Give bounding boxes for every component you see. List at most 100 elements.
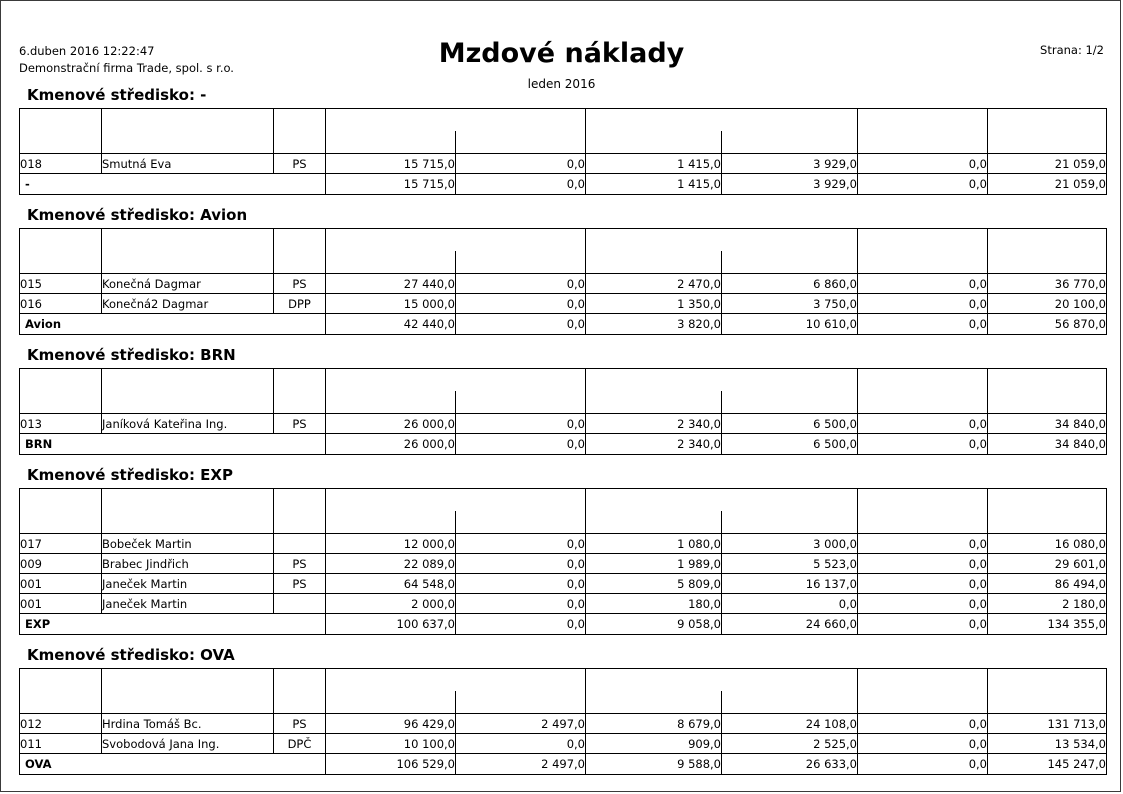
cell-total-social-insurance: 3 929,0 [721,173,858,195]
report-header: 6.duben 2016 12:22:47 Demonstrační firma… [19,19,1104,91]
col-header-ppv [273,368,326,414]
cell-gross-wage: 15 000,0 [325,293,456,314]
table-body: 013 Janíková Kateřina Ing. PS 26 000,0 0,0 2 … [19,413,1107,455]
cell-personal-number: 012 [19,713,102,734]
cell-dpn: 0,0 [455,293,586,314]
cell-total-health-insurance: 3 820,0 [585,313,722,335]
col-header-dpn [455,131,586,154]
cell-other: 0,0 [857,293,988,314]
cell-health-insurance: 1 415,0 [585,153,722,174]
cell-personal-number: 018 [19,153,102,174]
cell-gross-wage: 22 089,0 [325,553,456,574]
cell-personal-number: 001 [19,593,102,614]
cell-ppv: PS [273,573,326,594]
col-header-dpn [455,251,586,274]
cell-total-other: 0,0 [857,313,988,335]
cell-total: 29 601,0 [987,553,1107,574]
cell-name: Janíková Kateřina Ing. [101,413,274,434]
col-header-ppv [273,108,326,154]
cell-ppv [273,593,326,614]
col-header-personal-number [19,488,102,534]
cell-ppv [273,533,326,554]
col-group-header-organization [585,668,858,691]
cell-total-label: OVA [19,753,326,775]
col-header-gross-wage [325,251,456,274]
cell-name: Hrdina Tomáš Bc. [101,713,274,734]
cell-name: Bobeček Martin [101,533,274,554]
col-header-health-insurance [585,251,722,274]
cell-social-insurance: 3 000,0 [721,533,858,554]
cell-ppv: PS [273,413,326,434]
cell-total-health-insurance: 2 340,0 [585,433,722,455]
col-group-header-organization [585,368,858,391]
col-header-personal-number [19,368,102,414]
col-header-gross-wage [325,511,456,534]
cell-ppv: PS [273,553,326,574]
col-group-header-employee [325,368,586,391]
cell-name: Konečná2 Dagmar [101,293,274,314]
cell-total-other: 0,0 [857,433,988,455]
cost-center-title: Kmenové středisko: BRN [27,346,236,364]
col-header-social-insurance [721,131,858,154]
cell-total-other: 0,0 [857,613,988,635]
col-header-other [857,108,988,154]
table-row: 016 Konečná2 Dagmar DPP 15 000,0 0,0 1 350,0 3… [19,293,1107,314]
cell-total-label: EXP [19,613,326,635]
cell-dpn: 0,0 [455,573,586,594]
cell-total: 131 713,0 [987,713,1107,734]
cell-total: 21 059,0 [987,153,1107,174]
company-name: Demonstrační firma Trade, spol. s r.o. [19,61,234,75]
cell-total-costs: 34 840,0 [987,433,1107,455]
cell-ppv: PS [273,273,326,294]
col-header-gross-wage [325,691,456,714]
cell-social-insurance: 16 137,0 [721,573,858,594]
cost-center-title: Kmenové středisko: - [27,86,207,104]
table-total-row: OVA 106 529,0 2 497,0 9 588,0 26 633,0 0,0 145… [19,753,1107,775]
cell-total-label: - [19,173,326,195]
cell-gross-wage: 15 715,0 [325,153,456,174]
col-header-social-insurance [721,511,858,534]
col-header-personal-number [19,228,102,274]
col-header-health-insurance [585,691,722,714]
cell-dpn: 0,0 [455,733,586,754]
cell-social-insurance: 0,0 [721,593,858,614]
col-header-social-insurance [721,691,858,714]
col-header-total-costs [987,108,1107,154]
cell-ppv: PS [273,153,326,174]
col-header-total-costs [987,668,1107,714]
table-total-row: BRN 26 000,0 0,0 2 340,0 6 500,0 0,0 34 840,0 [19,433,1107,455]
cell-gross-wage: 10 100,0 [325,733,456,754]
cell-gross-wage: 27 440,0 [325,273,456,294]
cost-center-table: 017 Bobeček Martin 12 000,0 0,0 1 080,0 3 000… [19,488,1107,635]
table-row: 017 Bobeček Martin 12 000,0 0,0 1 080,0 3 000… [19,533,1107,554]
cell-gross-wage: 26 000,0 [325,413,456,434]
col-header-dpn [455,391,586,414]
cell-total-other: 0,0 [857,173,988,195]
cell-other: 0,0 [857,273,988,294]
cell-total: 2 180,0 [987,593,1107,614]
cost-center-title: Kmenové středisko: EXP [27,466,233,484]
cell-gross-wage: 96 429,0 [325,713,456,734]
col-header-ppv [273,488,326,534]
col-header-dpn [455,691,586,714]
table-total-row: Avion 42 440,0 0,0 3 820,0 10 610,0 0,0 56 870… [19,313,1107,335]
header-center-block: Mzdové náklady leden 2016 [19,37,1104,94]
col-group-header-employee [325,488,586,511]
cost-center-section--: Kmenové středisko: - [19,85,1107,195]
cell-health-insurance: 8 679,0 [585,713,722,734]
cell-health-insurance: 2 340,0 [585,413,722,434]
cost-center-table: 015 Konečná Dagmar PS 27 440,0 0,0 2 470,0 6 8… [19,228,1107,335]
cell-health-insurance: 1 080,0 [585,533,722,554]
cell-personal-number: 009 [19,553,102,574]
cell-dpn: 0,0 [455,533,586,554]
cost-center-table: 013 Janíková Kateřina Ing. PS 26 000,0 0,0 2 … [19,368,1107,455]
cell-gross-wage: 12 000,0 [325,533,456,554]
cell-personal-number: 001 [19,573,102,594]
cell-social-insurance: 3 929,0 [721,153,858,174]
col-header-ppv [273,668,326,714]
cell-personal-number: 016 [19,293,102,314]
table-row: 012 Hrdina Tomáš Bc. PS 96 429,0 2 497,0 8 67… [19,713,1107,734]
cost-center-section-EXP: Kmenové středisko: EXP [19,465,1107,635]
table-total-row: EXP 100 637,0 0,0 9 058,0 24 660,0 0,0 134 355… [19,613,1107,635]
cell-other: 0,0 [857,733,988,754]
